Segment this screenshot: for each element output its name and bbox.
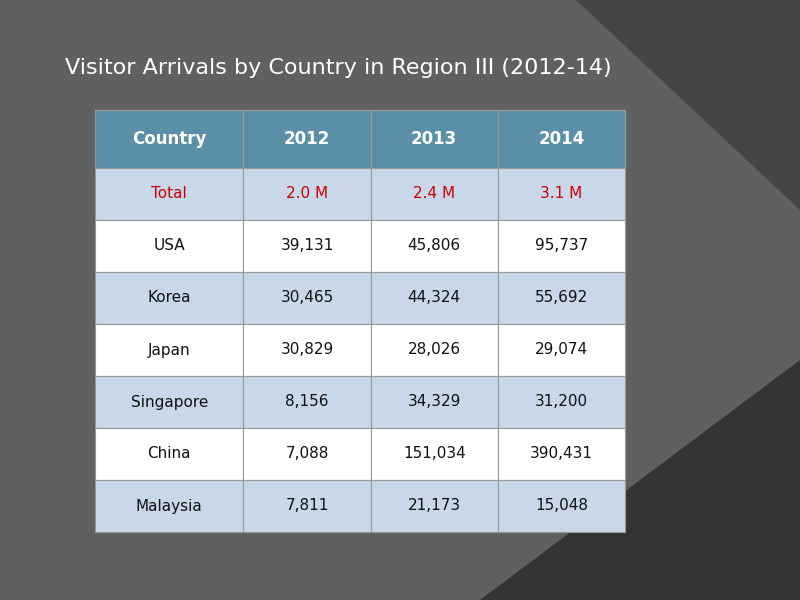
Bar (95, 480, 243, 532)
Text: 34,329: 34,329 (407, 395, 461, 409)
Text: 45,806: 45,806 (408, 238, 461, 253)
Text: 21,173: 21,173 (408, 499, 461, 514)
Text: 15,048: 15,048 (535, 499, 588, 514)
Bar (95, 168, 243, 220)
Bar (243, 480, 370, 532)
Text: China: China (147, 446, 191, 461)
Bar (243, 110, 370, 168)
Text: 31,200: 31,200 (535, 395, 588, 409)
Bar (498, 168, 625, 220)
Text: 44,324: 44,324 (408, 290, 461, 305)
Text: 2.0 M: 2.0 M (286, 187, 328, 202)
Bar (95, 376, 243, 428)
Bar (95, 324, 243, 376)
Text: 2.4 M: 2.4 M (413, 187, 455, 202)
Bar (370, 480, 498, 532)
Text: Visitor Arrivals by Country in Region III (2012-14): Visitor Arrivals by Country in Region II… (65, 58, 612, 78)
Text: Malaysia: Malaysia (136, 499, 202, 514)
Bar (498, 110, 625, 168)
Polygon shape (576, 0, 800, 210)
Text: 390,431: 390,431 (530, 446, 593, 461)
Bar (370, 110, 498, 168)
Text: Japan: Japan (148, 343, 190, 358)
Bar (370, 168, 498, 220)
Bar (243, 324, 370, 376)
Text: 7,088: 7,088 (286, 446, 329, 461)
Bar (95, 220, 243, 272)
Bar (243, 220, 370, 272)
Bar (370, 220, 498, 272)
Text: Country: Country (132, 130, 206, 148)
Text: 2013: 2013 (411, 130, 458, 148)
Bar (498, 376, 625, 428)
Text: 29,074: 29,074 (535, 343, 588, 358)
Bar (498, 480, 625, 532)
Text: 55,692: 55,692 (534, 290, 588, 305)
Polygon shape (480, 360, 800, 600)
Bar (370, 428, 498, 480)
Text: 2012: 2012 (284, 130, 330, 148)
Bar (498, 324, 625, 376)
Bar (498, 428, 625, 480)
Bar (498, 272, 625, 324)
Bar (95, 428, 243, 480)
Bar (370, 272, 498, 324)
Text: Korea: Korea (147, 290, 191, 305)
Bar (95, 110, 243, 168)
Text: 28,026: 28,026 (408, 343, 461, 358)
Text: 30,465: 30,465 (280, 290, 334, 305)
Bar (370, 324, 498, 376)
Bar (95, 272, 243, 324)
Bar (370, 376, 498, 428)
Text: 3.1 M: 3.1 M (540, 187, 582, 202)
Text: 30,829: 30,829 (280, 343, 334, 358)
Text: 151,034: 151,034 (403, 446, 466, 461)
Bar (498, 220, 625, 272)
Bar (243, 428, 370, 480)
Text: USA: USA (154, 238, 185, 253)
Bar (243, 272, 370, 324)
Text: 95,737: 95,737 (534, 238, 588, 253)
Bar (243, 376, 370, 428)
Text: Total: Total (151, 187, 187, 202)
Text: 7,811: 7,811 (286, 499, 329, 514)
Text: Singapore: Singapore (130, 395, 208, 409)
Text: 2014: 2014 (538, 130, 585, 148)
Text: 39,131: 39,131 (280, 238, 334, 253)
Bar (243, 168, 370, 220)
Text: 8,156: 8,156 (286, 395, 329, 409)
